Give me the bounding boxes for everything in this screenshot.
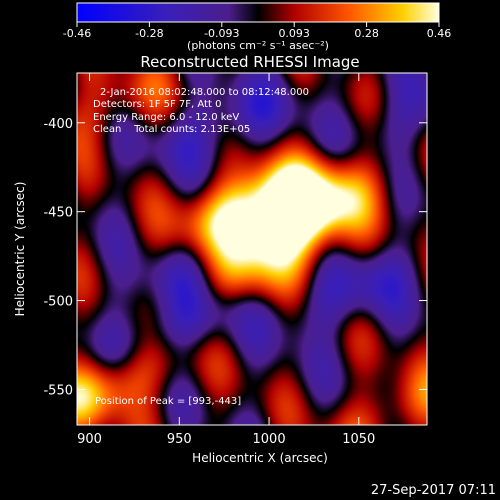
peak-position-label: Position of Peak = [993,-443] xyxy=(95,396,242,407)
detectors-label: Detectors: 1F 5F 7F, Att 0 xyxy=(93,99,222,111)
x-tick-label: 1000 xyxy=(253,432,286,447)
colorbar: -0.46 -0.28 -0.093 0.093 0.28 0.46 (photons c… xyxy=(63,2,452,52)
colorbar-tick-label: -0.28 xyxy=(135,27,163,40)
colorbar-tick-label: 0.093 xyxy=(278,27,310,40)
chart-title: Reconstructed RHESSI Image xyxy=(140,53,360,71)
plot-frame xyxy=(76,72,428,426)
x-tick-label: 950 xyxy=(167,432,192,447)
colorbar-tick-label: -0.46 xyxy=(63,27,91,40)
y-tick-label: -550 xyxy=(43,383,73,398)
colorbar-tick-label: 0.28 xyxy=(354,27,379,40)
colorbar-tick-label: -0.093 xyxy=(204,27,239,40)
timestamp: 27-Sep-2017 07:11 xyxy=(370,483,496,498)
time-range-label: 2-Jan-2016 08:02:48.000 to 08:12:48.000 xyxy=(100,87,309,98)
x-tick-label: 1050 xyxy=(342,432,375,447)
clean-counts-label: Clean Total counts: 2.13E+05 xyxy=(93,124,251,136)
heatmap-image xyxy=(77,73,427,425)
colorbar-tick-label: 0.46 xyxy=(427,27,452,40)
annotation-block: 2-Jan-2016 08:02:48.000 to 08:12:48.000 … xyxy=(93,87,309,137)
x-axis-label: Heliocentric X (arcsec) xyxy=(192,451,328,465)
y-tick-label: -450 xyxy=(43,206,73,221)
y-tick-label: -500 xyxy=(43,295,73,310)
colorbar-gradient xyxy=(76,2,440,23)
energy-range-label: Energy Range: 6.0 - 12.0 keV xyxy=(93,111,240,123)
y-axis-label: Heliocentric Y (arcsec) xyxy=(13,182,27,317)
y-tick-label: -400 xyxy=(43,117,73,132)
x-tick-label: 900 xyxy=(77,432,102,447)
colorbar-unit-label: (photons cm⁻² s⁻¹ asec⁻²) xyxy=(187,39,329,52)
